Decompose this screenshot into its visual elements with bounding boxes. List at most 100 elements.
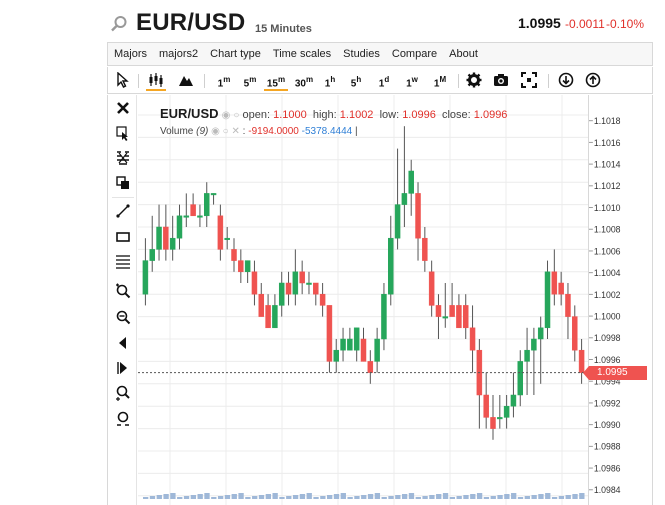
gear-icon[interactable] bbox=[466, 72, 482, 88]
candle-up[interactable] bbox=[353, 327, 360, 351]
timeframe-1w[interactable]: 1w bbox=[406, 75, 418, 90]
price-axis[interactable]: 1.1018 1.1016 1.1014 1.1012 1.1010 1.1008 1.10… bbox=[588, 95, 653, 505]
timeframe-30m[interactable]: 30m bbox=[294, 75, 314, 90]
menu-studies[interactable]: Studies bbox=[343, 48, 380, 60]
candle-up[interactable] bbox=[374, 338, 380, 362]
magnet-icon[interactable] bbox=[115, 150, 131, 166]
candle-down[interactable] bbox=[285, 282, 292, 295]
eye-icon[interactable]: ◉ bbox=[211, 126, 220, 137]
candle-up[interactable] bbox=[388, 237, 394, 295]
camera-icon[interactable] bbox=[493, 72, 509, 88]
candle-up[interactable] bbox=[203, 193, 210, 217]
candle-down[interactable] bbox=[360, 338, 367, 362]
candle-down[interactable] bbox=[258, 293, 265, 317]
candle-down[interactable] bbox=[190, 204, 196, 217]
candle-down[interactable] bbox=[462, 305, 469, 329]
candle-down[interactable] bbox=[251, 271, 258, 295]
candle-up[interactable] bbox=[224, 237, 230, 240]
candle-down[interactable] bbox=[299, 271, 305, 284]
candle-up[interactable] bbox=[503, 405, 510, 418]
candle-up[interactable] bbox=[176, 215, 183, 239]
rectangle-icon[interactable] bbox=[115, 229, 131, 245]
candle-down[interactable] bbox=[469, 327, 476, 351]
timeframe-1m[interactable]: 1m bbox=[217, 75, 231, 90]
candle-down[interactable] bbox=[326, 305, 333, 362]
candle-down[interactable] bbox=[435, 305, 442, 317]
timeframe-15m[interactable]: 15m bbox=[264, 71, 288, 91]
candle-down[interactable] bbox=[565, 293, 571, 317]
candle-down[interactable] bbox=[415, 193, 421, 239]
candle-up[interactable] bbox=[394, 204, 401, 239]
trend-line-icon[interactable] bbox=[115, 203, 131, 219]
zoom-out-icon[interactable] bbox=[115, 309, 131, 325]
candle-up[interactable] bbox=[183, 215, 190, 218]
candle-up[interactable] bbox=[347, 338, 353, 351]
zoom-reset-icon[interactable] bbox=[115, 411, 131, 427]
candle-up[interactable] bbox=[497, 417, 503, 420]
timeframe-1h[interactable]: 1h bbox=[324, 75, 336, 90]
download-cloud-icon[interactable] bbox=[558, 72, 574, 88]
eye-icon[interactable]: ◉ bbox=[221, 110, 231, 121]
timeframe-5h[interactable]: 5h bbox=[350, 75, 362, 90]
menu-chart-type[interactable]: Chart type bbox=[210, 48, 261, 60]
timeframe-5m[interactable]: 5m bbox=[243, 75, 257, 90]
candle-down[interactable] bbox=[449, 305, 455, 317]
candle-down[interactable] bbox=[483, 394, 489, 418]
candle-up[interactable] bbox=[340, 338, 346, 351]
candle-down[interactable] bbox=[490, 417, 496, 429]
scroll-right-icon[interactable] bbox=[115, 360, 131, 376]
scroll-left-icon[interactable] bbox=[115, 335, 131, 351]
candle-up[interactable] bbox=[197, 215, 203, 218]
menu-compare[interactable]: Compare bbox=[391, 48, 438, 60]
fullscreen-icon[interactable] bbox=[521, 72, 537, 88]
candle-down[interactable] bbox=[572, 316, 578, 351]
zoom-in-icon[interactable] bbox=[115, 283, 131, 299]
mountain-chart-icon[interactable] bbox=[178, 72, 194, 88]
candle-down[interactable] bbox=[163, 226, 169, 250]
candle-down[interactable] bbox=[551, 271, 558, 295]
candle-up[interactable] bbox=[537, 327, 544, 340]
candle-down[interactable] bbox=[558, 282, 564, 295]
candle-down[interactable] bbox=[313, 282, 319, 295]
settings-dot-icon[interactable]: ○ bbox=[233, 110, 240, 121]
candle-down[interactable] bbox=[238, 260, 244, 273]
candle-up[interactable] bbox=[278, 282, 285, 306]
candle-up[interactable] bbox=[306, 282, 312, 285]
search-icon[interactable] bbox=[110, 15, 128, 33]
candle-up[interactable] bbox=[442, 316, 449, 319]
menu-majors[interactable]: Majors bbox=[114, 48, 148, 60]
fibonacci-lines-icon[interactable] bbox=[115, 253, 131, 269]
upload-cloud-icon[interactable] bbox=[585, 72, 601, 88]
candle-down[interactable] bbox=[217, 215, 224, 250]
settings-dot-icon[interactable]: ○ bbox=[222, 126, 229, 137]
candle-up[interactable] bbox=[510, 394, 517, 407]
candle-up[interactable] bbox=[142, 260, 149, 295]
timeframe-1M[interactable]: 1M bbox=[433, 75, 447, 90]
candle-down[interactable] bbox=[456, 305, 462, 329]
candle-down[interactable] bbox=[578, 349, 585, 373]
candle-down[interactable] bbox=[367, 361, 374, 373]
menu-time-scales[interactable]: Time scales bbox=[272, 48, 332, 60]
candle-down[interactable] bbox=[422, 237, 428, 261]
candle-up[interactable] bbox=[544, 271, 551, 329]
menu-majors2[interactable]: majors2 bbox=[159, 48, 199, 60]
candle-up[interactable] bbox=[244, 260, 251, 273]
candlestick-chart-icon[interactable] bbox=[148, 72, 164, 88]
candle-up[interactable] bbox=[156, 226, 162, 250]
candle-up[interactable] bbox=[272, 305, 278, 329]
menu-about[interactable]: About bbox=[449, 48, 478, 60]
candle-up[interactable] bbox=[524, 349, 530, 362]
candle-up[interactable] bbox=[149, 249, 155, 261]
close-icon[interactable] bbox=[115, 100, 131, 116]
select-cursor-icon[interactable] bbox=[115, 125, 131, 141]
candle-up[interactable] bbox=[292, 271, 299, 295]
candle-up[interactable] bbox=[381, 293, 387, 340]
candle-up[interactable] bbox=[517, 361, 524, 396]
candle-down[interactable] bbox=[265, 305, 271, 329]
candle-down[interactable] bbox=[231, 249, 237, 261]
copy-icon[interactable] bbox=[115, 175, 131, 191]
candle-up[interactable] bbox=[408, 170, 414, 194]
candle-up[interactable] bbox=[531, 338, 537, 351]
candle-down[interactable] bbox=[428, 271, 435, 306]
candle-up[interactable] bbox=[401, 193, 408, 205]
